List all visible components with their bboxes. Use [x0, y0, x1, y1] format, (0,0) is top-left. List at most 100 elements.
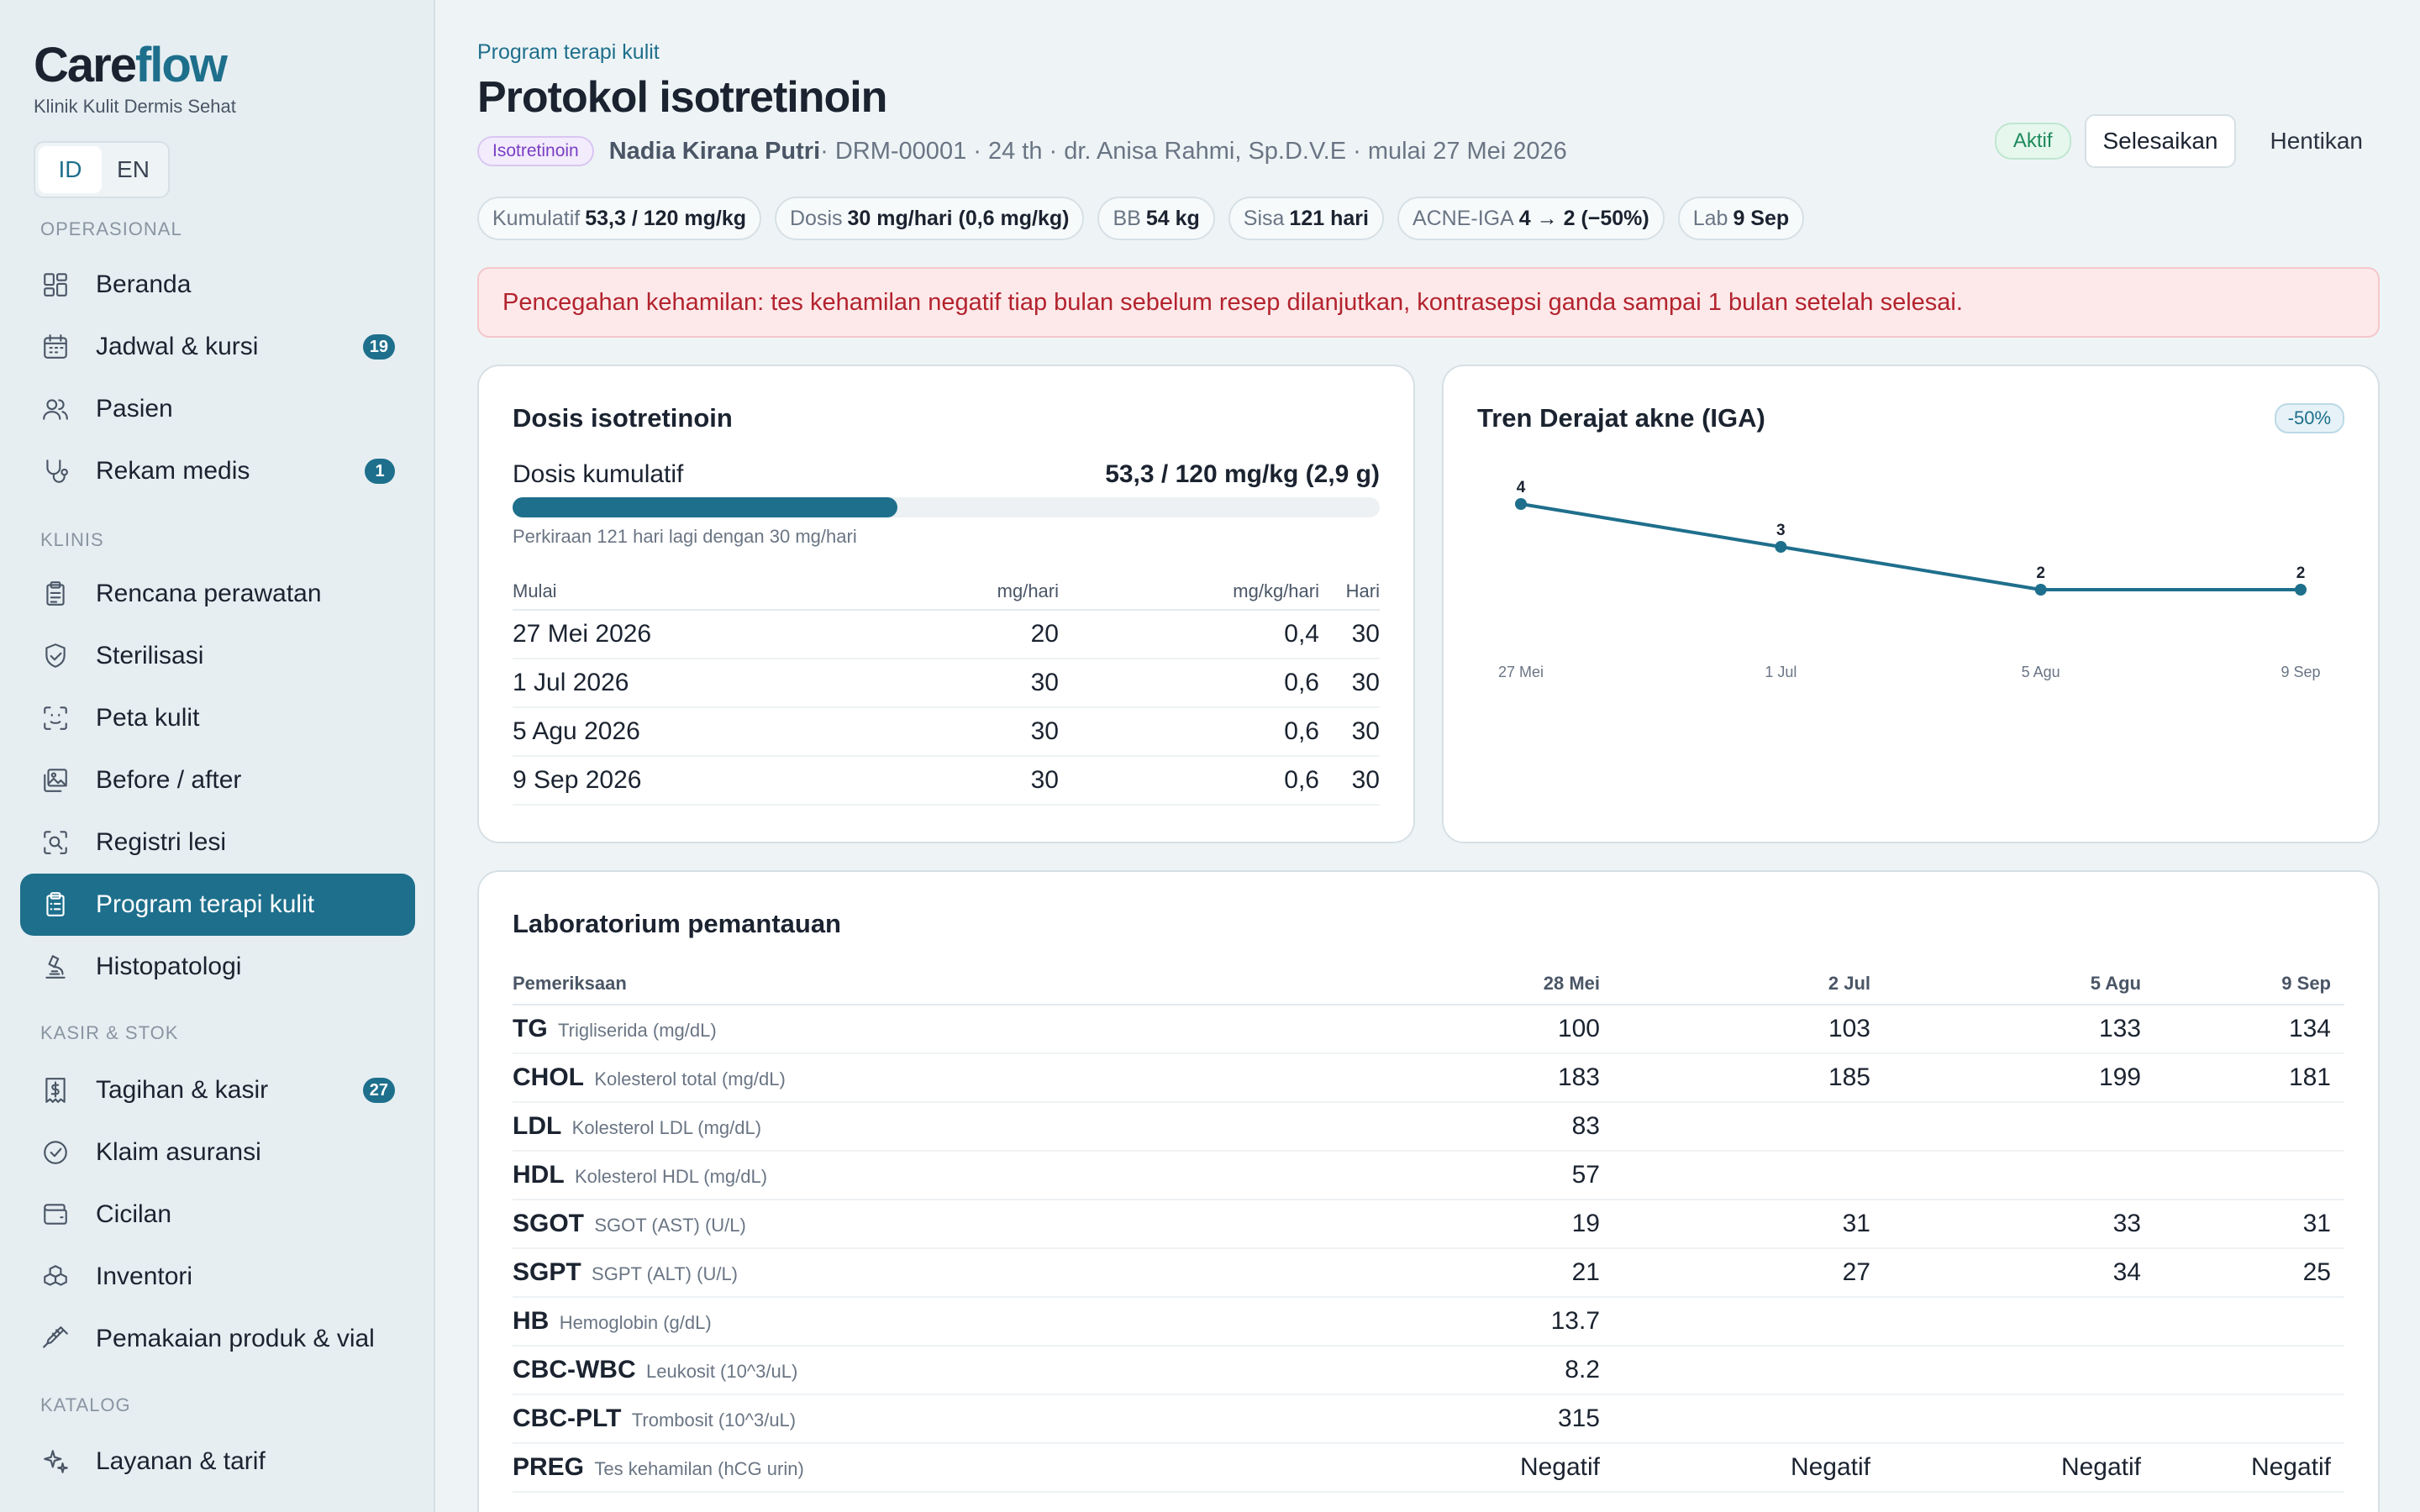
table-cell: 30	[849, 659, 1059, 708]
lab-test-cell: CHOL Kolesterol total (mg/dL)	[513, 1053, 1353, 1103]
count-badge: 27	[362, 1078, 395, 1103]
x-tick-label: 1 Jul	[1765, 664, 1797, 680]
sidebar-item-tagihan-kasir[interactable]: Tagihan & kasir 27	[20, 1059, 415, 1121]
table-cell: 30	[849, 756, 1059, 806]
data-point[interactable]	[2295, 584, 2307, 596]
sidebar-item-label: Inventori	[96, 1263, 193, 1290]
lab-value-cell: 31	[2154, 1200, 2344, 1249]
language-option-en[interactable]: EN	[117, 156, 150, 182]
sidebar-item-label: Klaim asuransi	[96, 1138, 261, 1166]
pill-label: Kumulatif	[492, 206, 581, 230]
sidebar-item-rekam-medis[interactable]: Rekam medis 1	[20, 440, 415, 502]
table-row: HB Hemoglobin (g/dL) 13.7	[513, 1297, 2344, 1347]
sidebar-item-label: Tagihan & kasir	[96, 1076, 269, 1104]
table-cell: 9 Sep 2026	[513, 756, 849, 806]
sidebar-item-registri-lesi[interactable]: Registri lesi	[20, 811, 415, 874]
table-cell: 30	[849, 707, 1059, 757]
count-badge: 19	[362, 334, 395, 360]
table-cell: 27 Mei 2026	[513, 610, 849, 659]
lab-value-cell	[1884, 1151, 2154, 1200]
lab-value-cell: Negatif	[1353, 1443, 1613, 1493]
table-cell: 0,6	[1059, 659, 1319, 708]
sidebar-item-histopatologi[interactable]: Histopatologi	[20, 936, 415, 998]
brand-logo[interactable]: Careflow	[34, 38, 228, 92]
lab-value-cell: 8.2	[1353, 1346, 1613, 1395]
dashboard-icon	[40, 270, 71, 300]
lab-code: HDL	[513, 1161, 565, 1189]
receipt-icon	[40, 1075, 71, 1105]
complete-button[interactable]: Selesaikan	[2084, 114, 2237, 168]
cumulative-dose-value: 53,3 / 120 mg/kg (2,9 g)	[1105, 460, 1380, 488]
lab-test-cell: TG Trigliserida (mg/dL)	[513, 1005, 1353, 1054]
data-point[interactable]	[1775, 541, 1787, 553]
data-point[interactable]	[1515, 498, 1527, 510]
lab-value-cell: 315	[1353, 1394, 1613, 1444]
table-cell: 1 Jul 2026	[513, 659, 849, 708]
x-tick-label: 5 Agu	[2022, 664, 2060, 680]
sidebar-item-pasien[interactable]: Pasien	[20, 378, 415, 440]
sidebar-item-peta-kulit[interactable]: Peta kulit	[20, 687, 415, 749]
column-header-date-2: 2 Jul	[1613, 963, 1884, 1005]
summary-pill-bb: BB 54 kg	[1097, 197, 1215, 240]
sidebar-item-klaim-asuransi[interactable]: Klaim asuransi	[20, 1121, 415, 1184]
pill-label: ACNE-IGA	[1412, 206, 1514, 230]
sidebar-item-label: Rencana perawatan	[96, 580, 322, 607]
sidebar-item-before-after[interactable]: Before / after	[20, 749, 415, 811]
lab-table-header: Pemeriksaan 28 Mei 2 Jul 5 Agu 9 Sep	[513, 963, 2344, 1005]
breadcrumb[interactable]: Program terapi kulit	[477, 40, 660, 64]
lab-value-cell: 199	[1884, 1053, 2154, 1103]
lab-code: CBC-WBC	[513, 1356, 636, 1383]
lab-name: SGPT (ALT) (U/L)	[592, 1263, 739, 1284]
sidebar-item-rencana-perawatan[interactable]: Rencana perawatan	[20, 563, 415, 625]
lab-name: Kolesterol total (mg/dL)	[594, 1068, 786, 1089]
column-header-date-4: 9 Sep	[2154, 963, 2344, 1005]
summary-pill-lab: Lab 9 Sep	[1677, 197, 1805, 240]
wallet-icon	[40, 1200, 71, 1230]
lab-value-cell: 103	[1613, 1005, 1884, 1054]
sidebar-item-program-terapi-kulit[interactable]: Program terapi kulit	[20, 874, 415, 936]
lab-value-cell	[1613, 1102, 1884, 1152]
lab-name: Tes kehamilan (hCG urin)	[594, 1458, 804, 1479]
patient-name[interactable]: Nadia Kirana Putri	[608, 137, 821, 165]
sparkles-icon	[40, 1446, 71, 1477]
table-row: 5 Agu 2026 30 0,6 30	[513, 707, 1380, 757]
lab-value-cell: 181	[2154, 1053, 2344, 1103]
sidebar-item-cicilan[interactable]: Cicilan	[20, 1184, 415, 1246]
column-header-start: Mulai	[513, 573, 849, 611]
data-point[interactable]	[2034, 584, 2047, 596]
table-row: HDL Kolesterol HDL (mg/dL) 57	[513, 1151, 2344, 1200]
language-option-id[interactable]: ID	[39, 146, 102, 193]
pill-label: Dosis	[790, 206, 843, 230]
pill-value: 4 → 2 (−50%)	[1518, 206, 1649, 230]
sidebar-item-label: Sterilisasi	[96, 642, 204, 669]
sidebar-item-pemakaian-produk-vial[interactable]: Pemakaian produk & vial	[20, 1308, 415, 1370]
lab-value-cell	[2154, 1346, 2344, 1395]
column-header-mg-kg-day: mg/kg/hari	[1059, 573, 1319, 611]
table-row: 9 Sep 2026 30 0,6 30	[513, 756, 1380, 806]
sidebar-item-sterilisasi[interactable]: Sterilisasi	[20, 625, 415, 687]
lab-name: Trombosit (10^3/uL)	[631, 1410, 797, 1431]
sidebar-item-beranda[interactable]: Beranda	[20, 254, 415, 316]
page-title: Protokol isotretinoin	[477, 73, 887, 122]
sidebar-item-jadwal-kursi[interactable]: Jadwal & kursi 19	[20, 316, 415, 378]
stop-button[interactable]: Hentikan	[2270, 128, 2363, 154]
table-cell: 30	[1319, 659, 1380, 708]
lab-test-cell: CBC-WBC Leukosit (10^3/uL)	[513, 1346, 1353, 1395]
lab-value-cell	[2154, 1102, 2344, 1152]
sidebar-item-label: Peta kulit	[96, 704, 200, 732]
pill-label: BB	[1113, 206, 1141, 230]
status-badge: Aktif	[1994, 123, 2071, 160]
table-row: 1 Jul 2026 30 0,6 30	[513, 659, 1380, 708]
images-icon	[40, 765, 71, 795]
sidebar-item-inventori[interactable]: Inventori	[20, 1246, 415, 1308]
clipboard-icon	[40, 579, 71, 609]
pill-value: 121 hari	[1289, 206, 1369, 230]
column-header-mg-day: mg/hari	[849, 573, 1059, 611]
table-cell: 0,6	[1059, 707, 1319, 757]
sidebar-item-layanan-tarif[interactable]: Layanan & tarif	[20, 1431, 415, 1493]
clipboard-list-icon	[40, 890, 71, 920]
lab-value-cell	[1613, 1394, 1884, 1444]
lab-test-cell: HDL Kolesterol HDL (mg/dL)	[513, 1151, 1353, 1200]
lab-code: PREG	[513, 1453, 585, 1481]
nav-section-heading: KLINIS	[40, 529, 104, 550]
